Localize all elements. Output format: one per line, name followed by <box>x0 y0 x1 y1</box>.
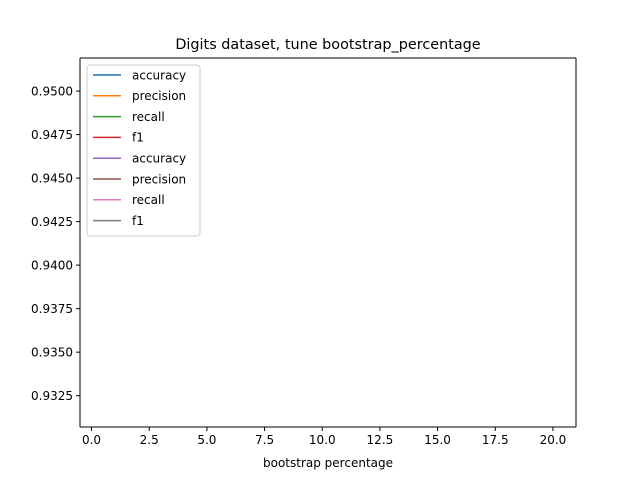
legend: accuracy precision recall f1 accuracy precisi… <box>86 64 201 237</box>
x-tick-label: 20.0 <box>540 433 567 447</box>
chart-title: Digits dataset, tune bootstrap_percentag… <box>175 37 480 53</box>
legend-label: f1 <box>132 131 144 145</box>
legend-label: recall <box>132 110 165 124</box>
x-tick-label: 7.5 <box>255 433 274 447</box>
x-tick-label: 17.5 <box>482 433 509 447</box>
x-tick-label: 15.0 <box>424 433 451 447</box>
legend-label: accuracy <box>132 152 186 166</box>
y-tick-label: 0.9475 <box>31 128 73 142</box>
x-axis-label: bootstrap percentage <box>263 456 393 470</box>
x-tick-label: 2.5 <box>140 433 159 447</box>
y-tick-label: 0.9375 <box>31 302 73 316</box>
legend-frame <box>86 64 201 237</box>
x-tick-label: 0.0 <box>82 433 101 447</box>
y-tick-label: 0.9425 <box>31 215 73 229</box>
axes-frame <box>79 57 577 428</box>
y-tick-label: 0.9450 <box>31 171 73 185</box>
x-axis: 0.0 2.5 5.0 7.5 10.0 12.5 15.0 17.5 20.0 <box>82 427 566 447</box>
legend-label: precision <box>132 172 186 186</box>
y-tick-label: 0.9400 <box>31 258 73 272</box>
y-tick-label: 0.9500 <box>31 84 73 98</box>
legend-label: recall <box>132 193 165 207</box>
legend-label: accuracy <box>132 68 186 82</box>
x-tick-label: 10.0 <box>309 433 336 447</box>
x-tick-label: 12.5 <box>367 433 394 447</box>
y-axis: 0.9325 0.9350 0.9375 0.9400 0.9425 0.9450 0.94… <box>31 84 80 403</box>
x-tick-label: 5.0 <box>197 433 216 447</box>
y-tick-label: 0.9350 <box>31 345 73 359</box>
legend-label: f1 <box>132 214 144 228</box>
legend-label: precision <box>132 89 186 103</box>
y-tick-label: 0.9325 <box>31 389 73 403</box>
